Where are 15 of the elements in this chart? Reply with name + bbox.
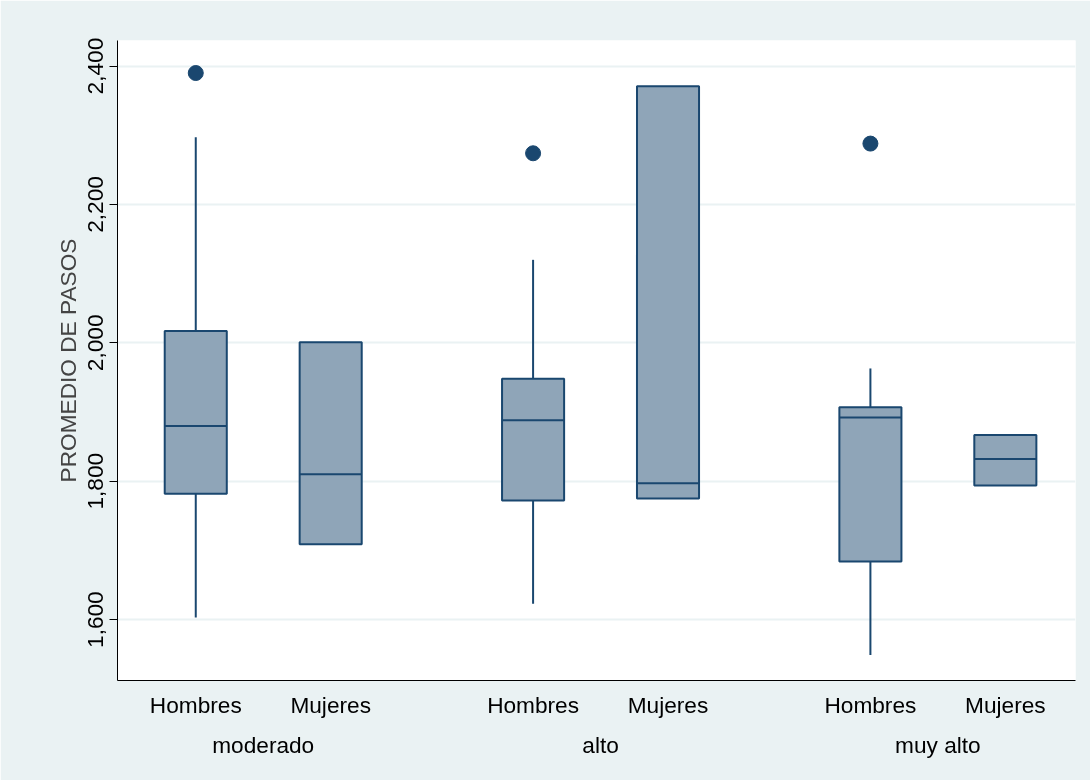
y-tick-label: 1,600 [82, 591, 109, 648]
y-tick-label: 2,000 [82, 314, 109, 372]
text: moderado [212, 731, 315, 758]
text: muy alto [895, 731, 981, 758]
y-tick-label: 1,800 [82, 452, 109, 510]
x-tick-label: Mujeres [965, 691, 1046, 718]
y-tick-label: 2,400 [82, 37, 109, 95]
text: alto [582, 731, 619, 758]
y-tick-label: 2,200 [82, 176, 109, 233]
x-tick-label: Mujeres [627, 691, 709, 718]
y-axis-title: PROMEDIO DE PASOS [54, 238, 81, 483]
x-tick-label: Hombres [824, 691, 917, 718]
x-tick-label: Mujeres [290, 691, 371, 718]
x-tick-label: Hombres [487, 691, 580, 718]
x-tick-label: Hombres [149, 691, 242, 718]
